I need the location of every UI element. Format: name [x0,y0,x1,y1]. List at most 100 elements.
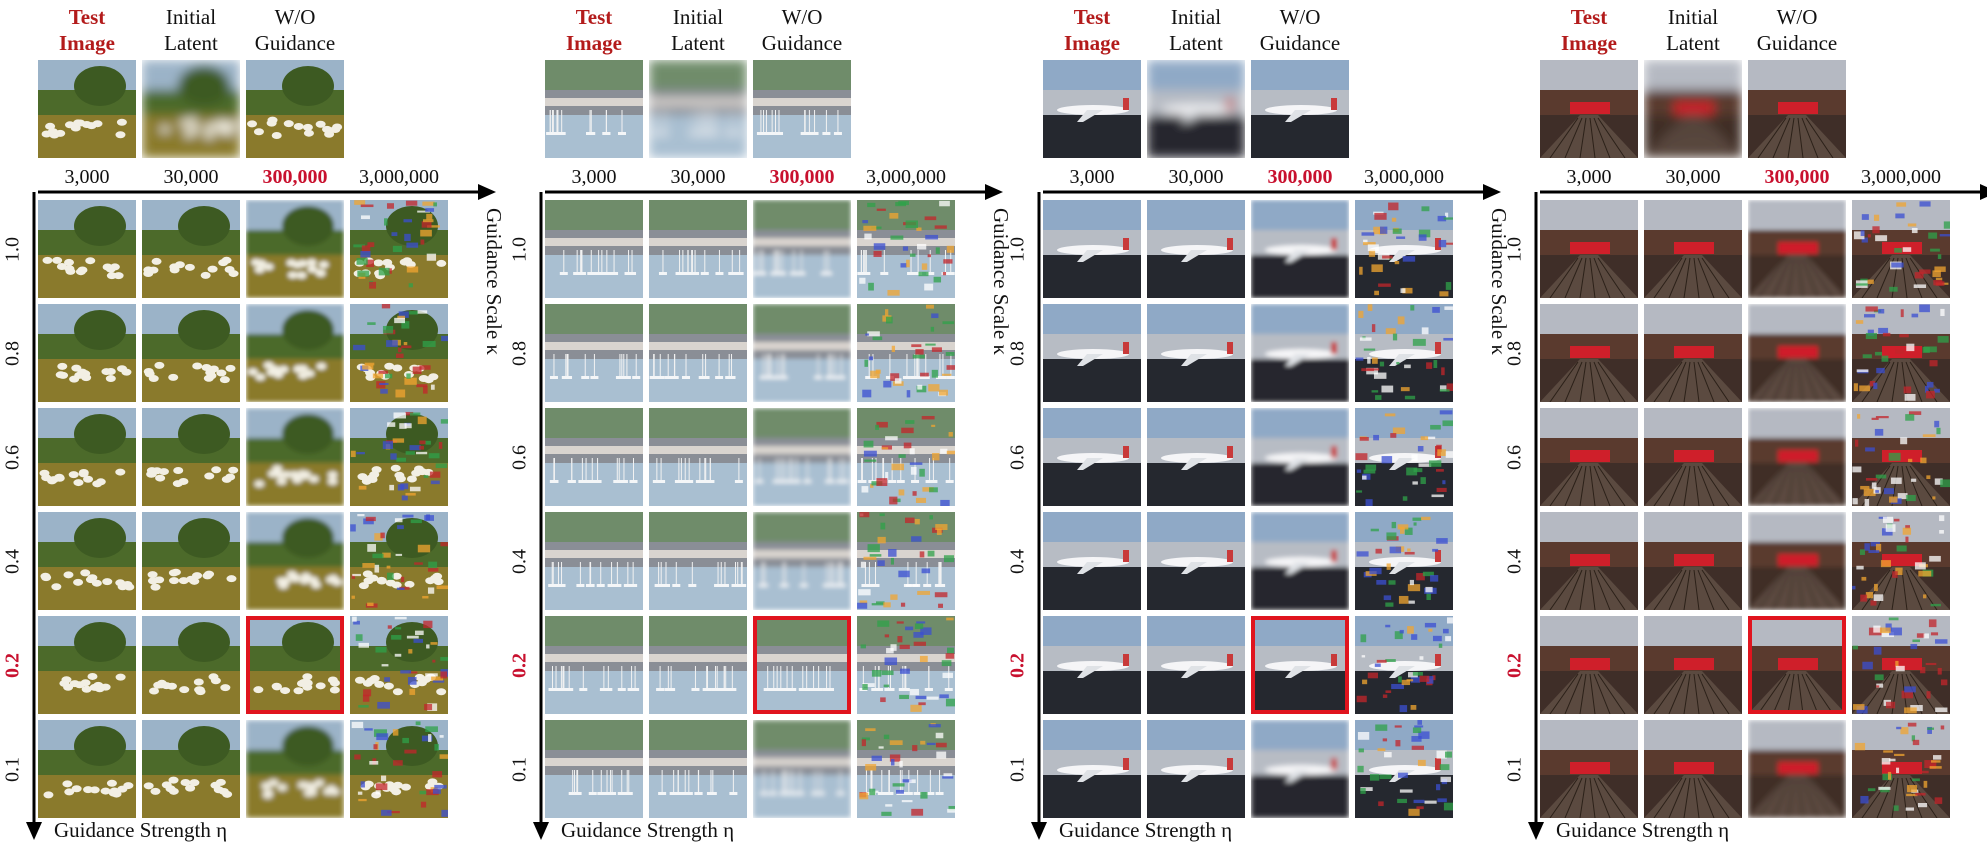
result-cell [1147,200,1245,298]
panel-sheep: Test Image Initial Latent W/O Guidance 3,000 30… [2,0,518,857]
result-cell [753,304,851,402]
result-cell [38,304,136,402]
x-axis-arrowhead [1483,184,1501,200]
header-label-line: Test [1570,5,1608,29]
column-label: 3,000,000 [1861,166,1941,188]
result-cell [1748,304,1846,402]
header-label-line: Guidance [254,31,336,55]
header-label-line: Latent [671,31,725,55]
x-axis-title: Guidance Scale κ [482,208,506,356]
result-cell [1644,304,1742,402]
result-cell [142,616,240,714]
y-axis-arrowhead [1031,822,1047,840]
row-label: 0.2 [1503,653,1526,678]
row-label: 0.8 [1006,341,1029,366]
header-label-line: Guidance [1756,31,1838,55]
y-axis-arrowhead [533,822,549,840]
header-label: Test Image [1539,4,1639,56]
result-cell [1748,408,1846,506]
axis-arrows [1528,184,1987,840]
result-cell [545,304,643,402]
row-label: 0.1 [1006,757,1029,782]
header-thumbnail [246,60,344,158]
header-label: Initial Latent [141,4,241,56]
result-cell [1251,512,1349,610]
row-label: 1.0 [1,237,24,262]
result-cell [753,408,851,506]
result-cell [545,200,643,298]
header-thumbnail [1043,60,1141,158]
column-label: 300,000 [1764,166,1830,188]
result-cell [1644,200,1742,298]
header-label-line: Initial [165,5,217,29]
result-cell [246,512,344,610]
header-label: Test Image [544,4,644,56]
result-cell [142,304,240,402]
column-label: 30,000 [163,166,219,188]
result-cell [1147,304,1245,402]
axis-arrows [533,184,1003,840]
header-label-line: Test [575,5,613,29]
result-cell [649,720,747,818]
header-label: W/O Guidance [245,4,345,56]
row-label: 0.6 [1503,445,1526,470]
result-cell [1251,720,1349,818]
result-cell [1147,512,1245,610]
column-label: 3,000 [64,166,110,188]
result-cell [1852,512,1950,610]
selected-result-cell [753,616,851,714]
result-cell [350,616,448,714]
y-axis-arrowhead [26,822,42,840]
row-label: 0.8 [1503,341,1526,366]
row-label: 0.1 [508,757,531,782]
result-cell [545,408,643,506]
result-cell [649,616,747,714]
header-label-line: Initial [1667,5,1719,29]
result-cell [142,200,240,298]
header-label-line: Latent [1169,31,1223,55]
result-cell [1355,616,1453,714]
header-thumbnail [142,60,240,158]
header-label-line: W/O [274,5,316,29]
row-label: 0.2 [508,653,531,678]
row-label: 0.1 [1,757,24,782]
result-cell [350,200,448,298]
row-label: 1.0 [1006,237,1029,262]
header-thumbnail [38,60,136,158]
result-cell [857,512,955,610]
header-label-line: W/O [1279,5,1321,29]
x-axis-arrowhead [985,184,1003,200]
header-thumbnail [1748,60,1846,158]
result-cell [38,200,136,298]
result-cell [246,408,344,506]
result-cell [649,200,747,298]
header-label-line: W/O [1776,5,1818,29]
result-cell [1043,616,1141,714]
column-label: 300,000 [769,166,835,188]
result-cell [649,304,747,402]
result-cell [38,512,136,610]
header-label: Initial Latent [648,4,748,56]
column-label: 3,000 [1566,166,1612,188]
result-cell [1147,720,1245,818]
header-thumbnail [545,60,643,158]
header-label-line: W/O [781,5,823,29]
result-cell [1355,720,1453,818]
result-cell [1748,512,1846,610]
header-thumbnail [1251,60,1349,158]
header-thumbnail [1147,60,1245,158]
result-cell [1540,408,1638,506]
y-axis-title: Guidance Strength η [1059,818,1233,842]
result-cell [1644,616,1742,714]
column-label: 300,000 [1267,166,1333,188]
result-cell [1748,720,1846,818]
x-axis-arrowhead [478,184,496,200]
result-cell [1540,304,1638,402]
header-label-line: Latent [164,31,218,55]
result-cell [1043,200,1141,298]
result-cell [1644,408,1742,506]
column-label: 30,000 [1168,166,1224,188]
result-cell [1043,304,1141,402]
column-label: 3,000 [1069,166,1115,188]
header-label: W/O Guidance [752,4,852,56]
